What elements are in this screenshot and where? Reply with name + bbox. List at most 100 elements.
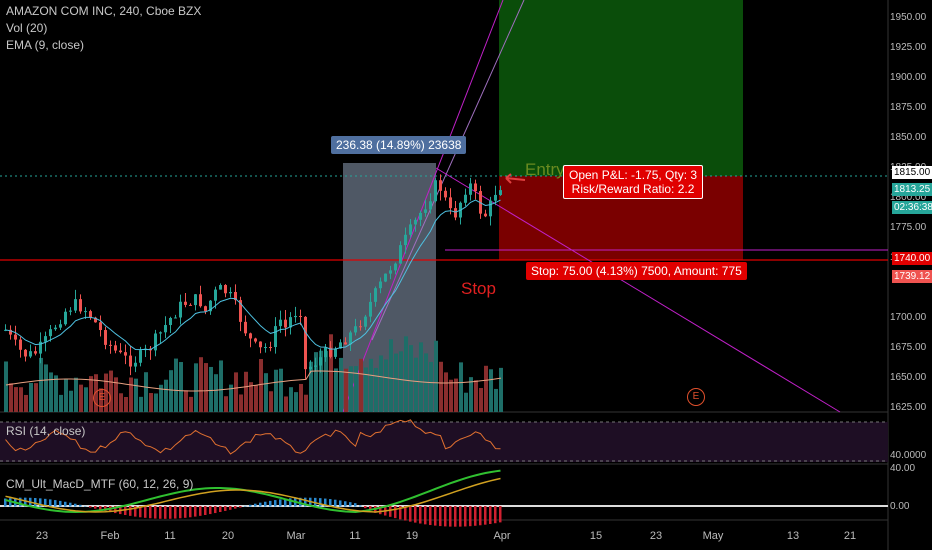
volume-bar xyxy=(134,378,138,412)
time-axis-label: Feb xyxy=(100,530,120,542)
macd-hist-bar xyxy=(49,499,52,507)
volume-ma-line xyxy=(5,370,502,392)
macd-hist-bar xyxy=(369,506,372,511)
candle-body xyxy=(209,300,212,312)
volume-bar xyxy=(154,393,158,412)
macd-hist-bar xyxy=(354,503,357,507)
open-pnl-text: Open P&L: -1.75, Qty: 3 xyxy=(569,168,698,182)
candle-body xyxy=(434,180,437,202)
macd-hist-bar xyxy=(409,506,412,522)
macd-hist-bar xyxy=(324,498,327,507)
volume-bar xyxy=(329,334,333,412)
candle-body xyxy=(89,311,92,318)
ema-indicator-label[interactable]: EMA (9, close) xyxy=(6,38,85,52)
trendline-channel-lower[interactable] xyxy=(371,0,525,341)
candle-body xyxy=(484,213,487,217)
trendline-down[interactable] xyxy=(435,167,841,413)
candle-body xyxy=(69,310,72,312)
volume-bar xyxy=(339,357,343,412)
candle-body xyxy=(384,273,387,282)
volume-bar xyxy=(79,384,83,412)
volume-bar xyxy=(474,380,478,412)
macd-hist-bar xyxy=(69,502,72,507)
rsi-band xyxy=(0,422,888,462)
symbol-title[interactable]: AMAZON COM INC, 240, Cboe BZX xyxy=(6,4,202,18)
candle-body xyxy=(29,351,32,357)
stop-label[interactable]: Stop xyxy=(461,279,496,298)
candle-body xyxy=(419,212,422,220)
macd-hist-bar xyxy=(469,506,472,527)
entry-label[interactable]: Entry xyxy=(525,160,565,179)
volume-bar xyxy=(144,372,148,412)
candle-body xyxy=(194,294,197,306)
candle-body xyxy=(359,326,362,328)
volume-bar xyxy=(304,394,308,412)
volume-bar xyxy=(419,342,423,412)
macd-hist-bar xyxy=(209,506,212,515)
candle-body xyxy=(389,270,392,274)
candle-body xyxy=(169,317,172,326)
candle-body xyxy=(124,352,127,356)
macd-indicator-label[interactable]: CM_Ult_MacD_MTF (60, 12, 26, 9) xyxy=(6,477,194,491)
candle-body xyxy=(314,365,317,367)
candle-body xyxy=(174,317,177,319)
macd-hist-bar xyxy=(339,500,342,507)
candle-body xyxy=(94,317,97,323)
volume-bar xyxy=(464,392,468,412)
volume-bar xyxy=(174,358,178,412)
candle-body xyxy=(119,350,122,353)
candle-body xyxy=(129,355,132,367)
candle-body xyxy=(279,319,282,327)
macd-hist-bar xyxy=(499,506,502,523)
trendline-channel-upper[interactable] xyxy=(342,0,504,413)
rsi-indicator-label[interactable]: RSI (14, close) xyxy=(6,424,86,438)
macd-hist-bar xyxy=(99,506,102,510)
volume-bar xyxy=(229,384,233,412)
earnings-marker-icon[interactable]: E xyxy=(687,388,705,406)
volume-bar xyxy=(414,357,418,412)
volume-bar xyxy=(184,390,188,412)
stop-info-box[interactable]: Stop: 75.00 (4.13%) 7500, Amount: 775 xyxy=(526,262,747,280)
candle-body xyxy=(289,317,292,328)
candle-body xyxy=(109,344,112,346)
candle-body xyxy=(444,190,447,198)
volume-bar xyxy=(219,360,223,412)
price-axis-tick: 1950.00 xyxy=(890,12,927,23)
candle-body xyxy=(364,316,367,327)
macd-hist-bar xyxy=(84,505,87,507)
macd-hist-bar xyxy=(224,506,227,511)
price-tag: 1739.12 xyxy=(892,270,932,283)
price-axis-tick: 1625.00 xyxy=(890,402,927,413)
volume-bar xyxy=(449,379,453,412)
candle-body xyxy=(374,288,377,302)
candle-body xyxy=(189,304,192,306)
candle-body xyxy=(24,349,27,357)
macd-hist-bar xyxy=(344,501,347,507)
rsi-line xyxy=(5,419,501,455)
volume-bar xyxy=(149,393,153,412)
macd-hist-bar xyxy=(79,504,82,507)
candle-body xyxy=(139,350,142,363)
profit-zone[interactable] xyxy=(499,0,743,176)
position-pnl-box[interactable]: Open P&L: -1.75, Qty: 3 Risk/Reward Rati… xyxy=(563,165,704,199)
volume-bar xyxy=(234,372,238,412)
macd-hist-bar xyxy=(419,506,422,524)
volume-bar xyxy=(379,355,383,412)
volume-bar xyxy=(249,382,253,412)
price-axis-tick: 1700.00 xyxy=(890,312,927,323)
macd-hist-bar xyxy=(74,503,77,507)
volume-bar xyxy=(129,377,133,412)
volume-bar xyxy=(349,366,353,412)
earnings-marker-icon[interactable]: E xyxy=(93,389,111,407)
volume-bar xyxy=(9,383,13,412)
measure-label[interactable]: 236.38 (14.89%) 23638 xyxy=(331,136,467,154)
macd-hist-bar xyxy=(164,506,167,519)
macd-hist-bar xyxy=(444,506,447,527)
macd-histogram xyxy=(4,497,502,527)
volume-bar xyxy=(54,375,58,412)
volume-indicator-label[interactable]: Vol (20) xyxy=(6,21,48,35)
candle-body xyxy=(469,183,472,195)
macd-hist-bar xyxy=(359,505,362,507)
macd-hist-bar xyxy=(4,498,7,507)
